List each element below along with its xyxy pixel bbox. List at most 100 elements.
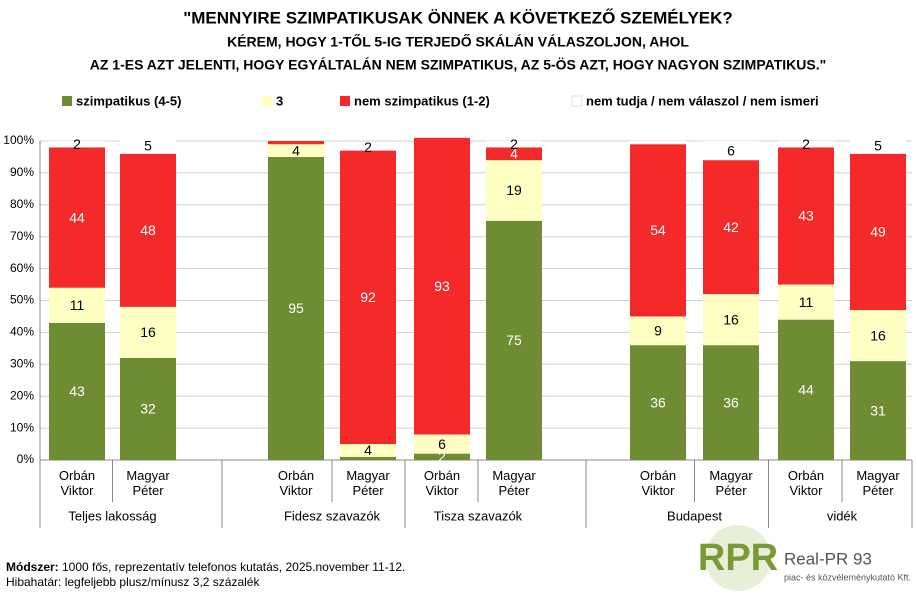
data-label: 75 (506, 332, 522, 348)
legend-swatch (262, 96, 272, 106)
data-label: 19 (506, 182, 522, 198)
data-label: 2 (510, 136, 518, 152)
bar-segment (414, 137, 470, 435)
bar-segment (120, 137, 176, 154)
x-tick-label-line: Viktor (426, 483, 460, 498)
data-label: 36 (723, 394, 739, 410)
y-tick-label: 60% (10, 261, 34, 275)
x-tick-label-line: Orbán (640, 468, 676, 483)
x-tick-label-line: Péter (715, 483, 747, 498)
x-tick-label: Orbán Viktor (788, 468, 824, 498)
bar-segment (486, 147, 542, 161)
bar-segment (778, 147, 834, 285)
data-label: 31 (870, 402, 886, 418)
bar-segment (630, 316, 686, 346)
x-tick-label: Magyar Péter (709, 468, 753, 498)
data-label: 95 (288, 300, 304, 316)
bar-segment (49, 287, 105, 323)
bar-segment (850, 361, 906, 460)
x-tick-label: Orbán Viktor (424, 468, 460, 498)
data-label: 2 (364, 139, 372, 155)
bar-segment (630, 141, 686, 145)
x-tick-label-line: Péter (498, 483, 530, 498)
x-tick-label: Magyar Péter (346, 468, 390, 498)
x-tick-label-line: Péter (862, 483, 894, 498)
bar-segment (340, 456, 396, 460)
x-tick-label: Magyar Péter (126, 468, 170, 498)
y-tick-label: 0% (17, 452, 35, 466)
bar-segment (414, 453, 470, 460)
bar-segment (703, 160, 759, 295)
bar-segment (414, 434, 470, 454)
bar-segment (340, 444, 396, 457)
group-label: Tisza szavazók (434, 508, 523, 523)
data-label: 5 (144, 137, 152, 153)
bar-segment (778, 284, 834, 320)
legend-label: nem szimpatikus (1-2) (354, 93, 490, 108)
data-label: 16 (870, 327, 886, 343)
bar-segment (703, 294, 759, 346)
group-label: Teljes lakosság (68, 508, 156, 523)
bar-segment (486, 220, 542, 460)
x-tick-label: Orbán Viktor (640, 468, 676, 498)
data-label: 6 (438, 436, 446, 452)
x-tick-label-line: Orbán (424, 468, 460, 483)
data-label: 9 (654, 323, 662, 339)
footer-error: Hibahatár: legfeljebb plusz/mínusz 3,2 s… (6, 575, 260, 589)
footer-method: Módszer: 1000 fős, reprezentatív telefon… (6, 560, 405, 574)
bar-segment (340, 150, 396, 445)
y-tick-label: 80% (10, 197, 34, 211)
bar-segment (268, 141, 324, 145)
data-label: 48 (140, 222, 156, 238)
bar-segment (630, 345, 686, 460)
data-label: 4 (510, 145, 518, 161)
logo-mark: RPR (698, 537, 778, 579)
y-tick-label: 30% (10, 356, 34, 370)
x-tick-label-line: Viktor (61, 483, 95, 498)
bar-segment (340, 144, 396, 151)
x-tick-label-line: Magyar (346, 468, 390, 483)
title-line: AZ 1-ES AZT JELENTI, HOGY EGYÁLTALÁN NEM… (90, 57, 826, 73)
footer-method-label: Módszer: (6, 560, 59, 574)
x-tick-label-line: Péter (132, 483, 164, 498)
data-label: 4 (292, 142, 300, 158)
data-label: 49 (870, 224, 886, 240)
data-label: 44 (69, 209, 85, 225)
y-tick-label: 20% (10, 388, 34, 402)
legend-label: szimpatikus (4-5) (76, 93, 181, 108)
bar-segment (778, 319, 834, 460)
legend-label: nem tudja / nem válaszol / nem ismeri (586, 93, 819, 108)
data-label: 42 (723, 219, 739, 235)
bar-segment (120, 153, 176, 307)
group-label: Budapest (667, 508, 722, 523)
group-label: vidék (827, 508, 858, 523)
bar-segment (268, 144, 324, 157)
y-tick-label: 50% (10, 293, 34, 307)
data-label: 43 (798, 208, 814, 224)
bar-segment (630, 144, 686, 317)
data-label: 54 (650, 222, 666, 238)
data-label: 43 (69, 383, 85, 399)
data-label: 44 (798, 382, 814, 398)
data-label: 36 (650, 394, 666, 410)
data-label: 6 (727, 142, 735, 158)
y-tick-label: 40% (10, 325, 34, 339)
bar-segment (850, 310, 906, 362)
x-tick-label-line: Magyar (126, 468, 170, 483)
y-tick-label: 10% (10, 420, 34, 434)
legend: szimpatikus (4-5) 3 nem szimpatikus (1-2) n… (62, 93, 819, 108)
y-tick-label: 100% (3, 133, 34, 147)
bar-segment (486, 160, 542, 221)
x-tick-label-line: Orbán (788, 468, 824, 483)
data-label: 4 (364, 442, 372, 458)
x-tick-label: Magyar Péter (856, 468, 900, 498)
logo-name: Real-PR 93 (784, 549, 872, 568)
bar-segment (778, 141, 834, 148)
data-label: 2 (802, 136, 810, 152)
data-label: 93 (434, 278, 450, 294)
data-label: 92 (360, 289, 376, 305)
bar-segment (120, 306, 176, 358)
bar-segment (49, 322, 105, 460)
